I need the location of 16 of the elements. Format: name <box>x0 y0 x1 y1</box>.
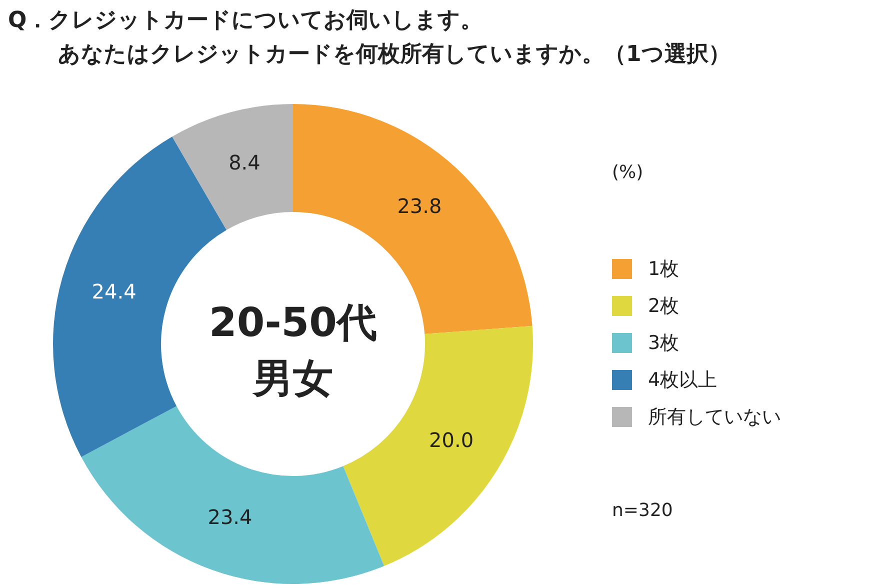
text: (%) <box>612 162 644 183</box>
legend-label: 1枚 <box>648 256 680 282</box>
legend-label: 2枚 <box>648 294 680 318</box>
text: 20-50代 <box>208 299 378 348</box>
data-label: 23.8 <box>397 194 442 218</box>
legend-label: 4枚以上 <box>648 368 718 392</box>
text: n=320 <box>612 500 673 521</box>
text: 男女 <box>251 355 334 404</box>
data-label: 24.4 <box>92 279 136 304</box>
data-label: 23.4 <box>208 505 252 530</box>
chart-title: Q．クレジットカードについてお伺いします。 <box>8 7 484 35</box>
data-label: 20.0 <box>429 428 474 452</box>
data-label: 8.4 <box>228 150 260 175</box>
legend-label: 3枚 <box>648 330 680 356</box>
legend-label: 所有していない <box>648 404 781 430</box>
chart-subtitle: あなたはクレジットカードを何枚所有していますか。（1つ選択） <box>57 41 730 69</box>
